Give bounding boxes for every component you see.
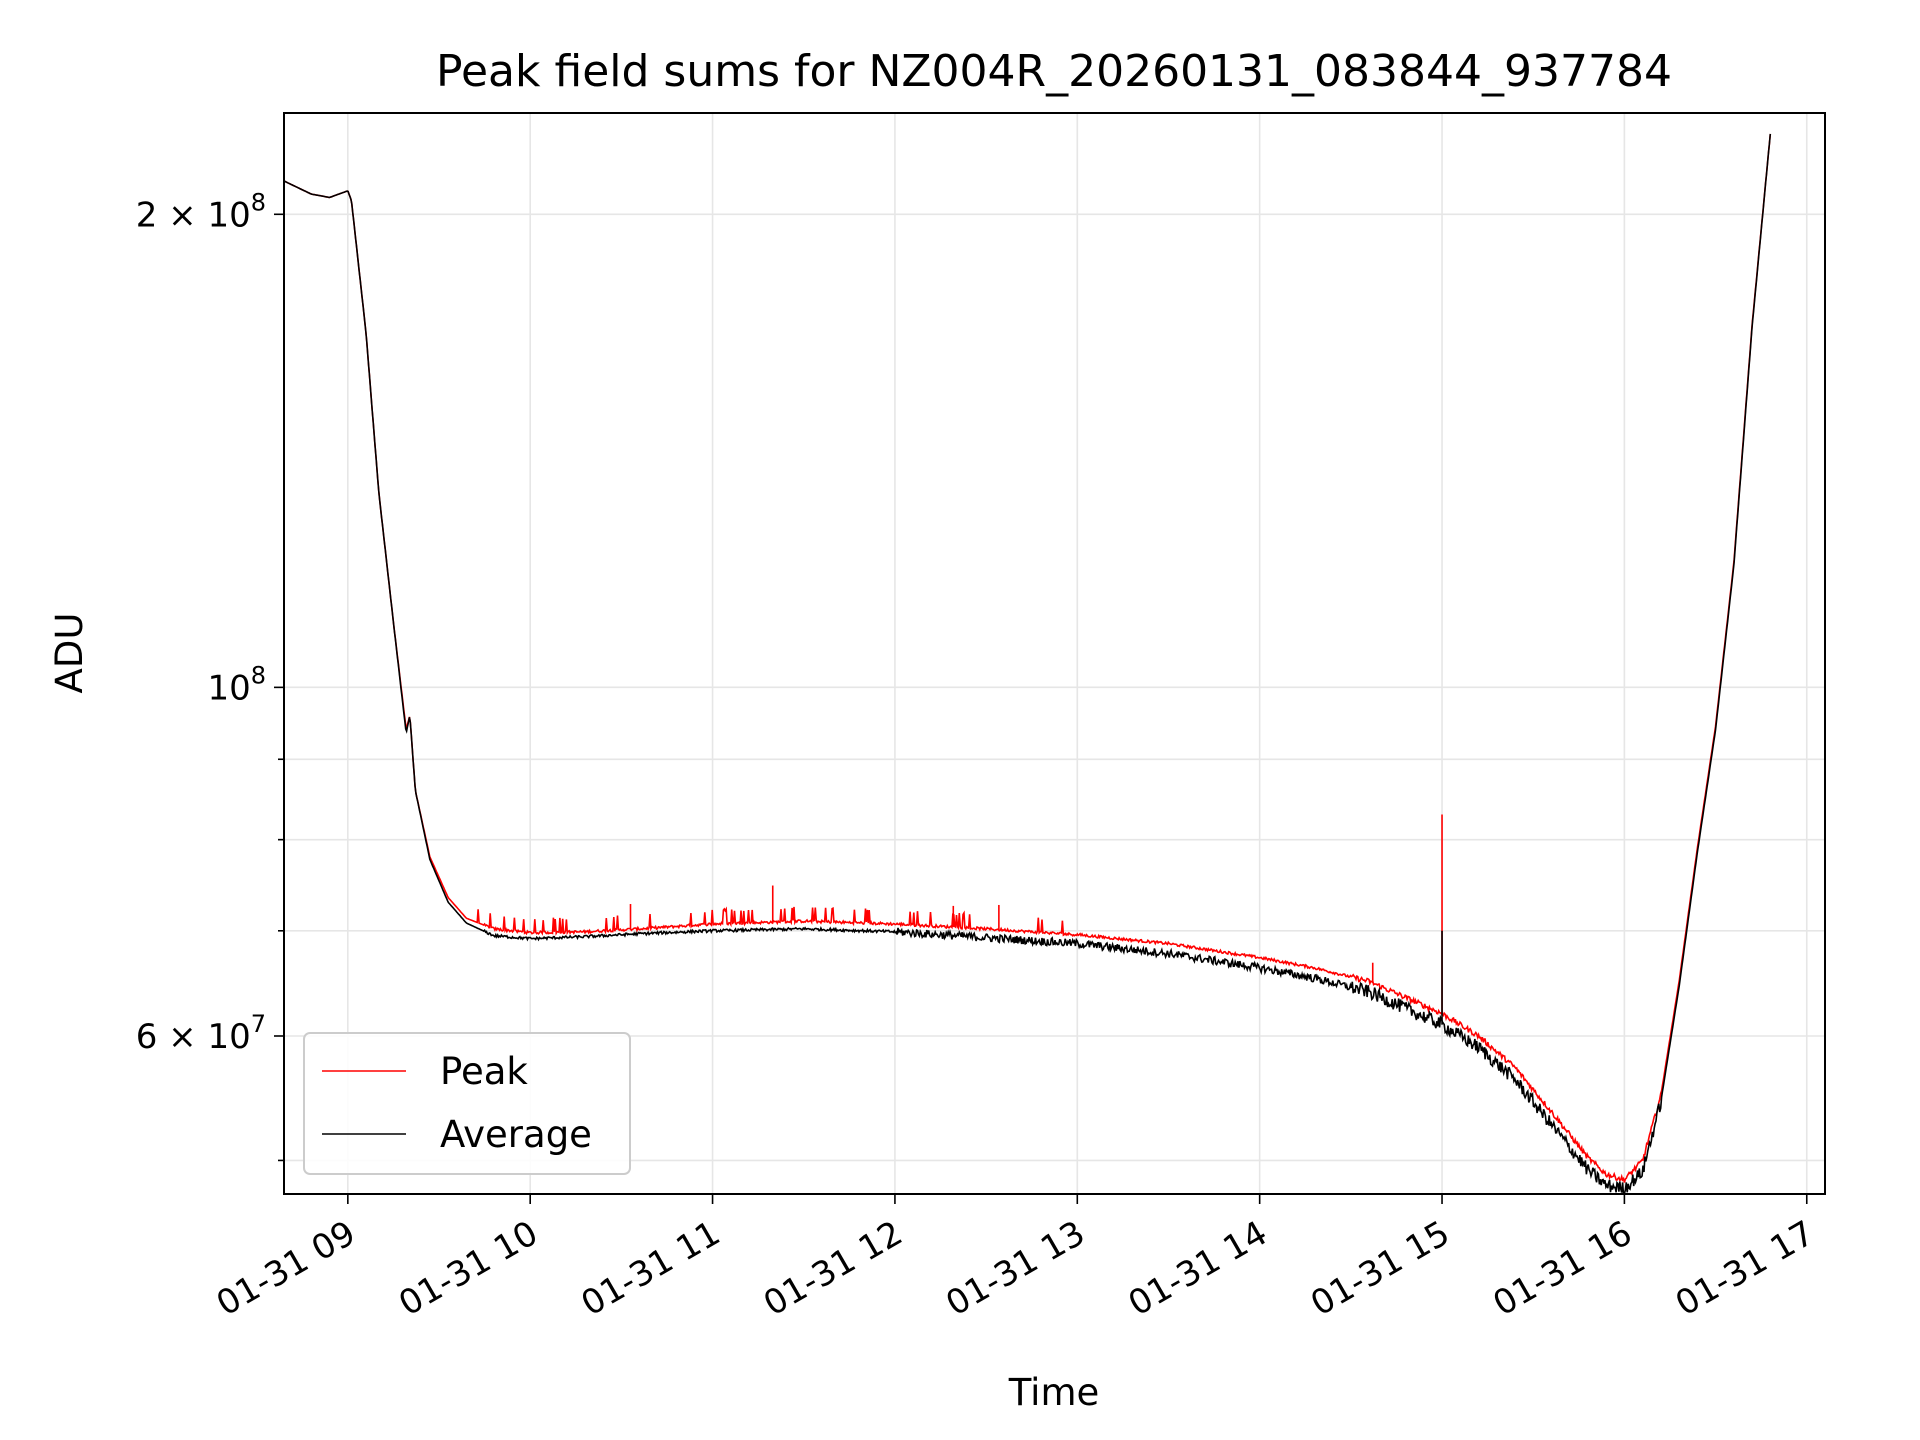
y-tick-label: 108: [207, 661, 266, 708]
plot-area: [284, 133, 1772, 1194]
chart-title: Peak field sums for NZ004R_20260131_0838…: [436, 46, 1672, 97]
legend-label-average: Average: [440, 1113, 592, 1156]
plot-frame: [283, 112, 1826, 1195]
legend-label-peak: Peak: [440, 1050, 528, 1093]
x-axis-label: Time: [1008, 1371, 1100, 1414]
series-line-peak: [284, 133, 1772, 1183]
y-tick-label: 6 × 107: [136, 1010, 266, 1057]
series-line-average: [284, 133, 1772, 1194]
y-axis-label: ADU: [48, 613, 91, 694]
legend: Peak Average: [303, 1032, 631, 1175]
series-layer: [284, 133, 1772, 1194]
y-tick-label: 2 × 108: [136, 188, 266, 235]
legend-box: [303, 1032, 631, 1175]
y-axis: 6 × 107 108 2 × 108: [136, 188, 284, 1162]
